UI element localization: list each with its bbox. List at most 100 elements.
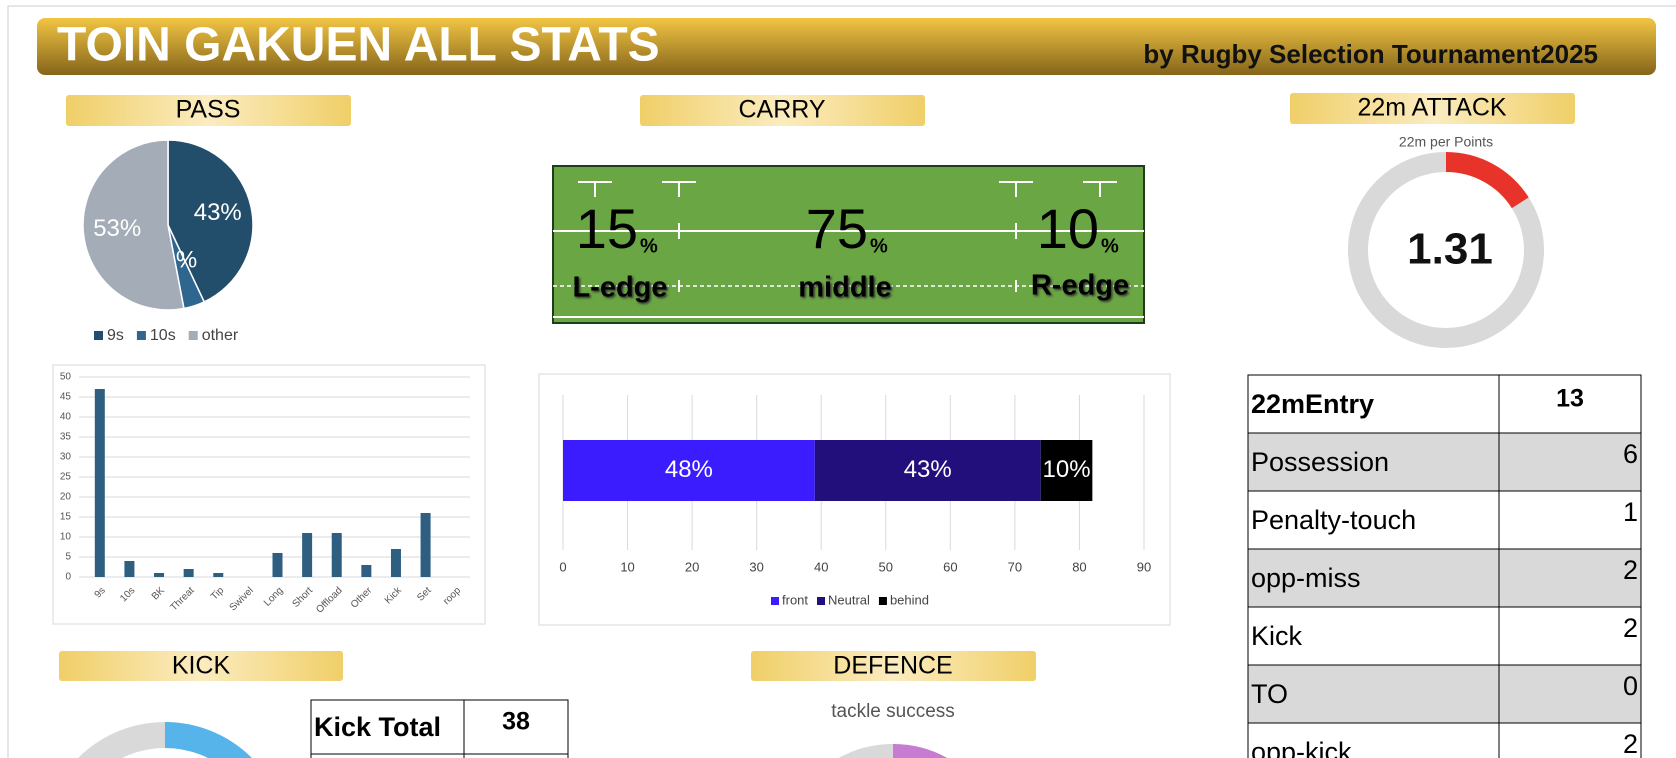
carry-unit: % xyxy=(870,235,888,257)
bar xyxy=(272,553,283,577)
table-cell xyxy=(1498,664,1642,724)
row-value: 2 xyxy=(1623,729,1638,758)
y-tick-label: 35 xyxy=(60,432,72,443)
data-label: 43% xyxy=(194,199,242,226)
bar xyxy=(420,513,431,577)
y-tick-label: 25 xyxy=(60,472,72,483)
kick-donut xyxy=(78,722,166,758)
donut-arc xyxy=(1348,152,1544,348)
section-pass: PASS xyxy=(66,95,351,126)
carry-label: middle xyxy=(798,272,891,304)
row-label: opp-miss xyxy=(1251,563,1361,593)
bar xyxy=(154,573,165,577)
table-cell xyxy=(463,753,569,758)
row-value: 0 xyxy=(1623,671,1638,701)
title: TOIN GAKUEN ALL STATS xyxy=(57,19,660,72)
table-cell xyxy=(310,753,465,758)
x-tick-label: 40 xyxy=(814,559,828,574)
y-tick-label: 10 xyxy=(60,532,72,543)
bar xyxy=(361,565,372,577)
defence-subtitle: tackle success xyxy=(831,701,955,722)
y-tick-label: 45 xyxy=(60,392,72,403)
carry-value: 10 xyxy=(1037,197,1099,260)
y-tick-label: 50 xyxy=(60,372,72,383)
x-tick-label: 60 xyxy=(943,559,957,574)
table-cell xyxy=(1498,548,1642,608)
carry-label: R-edge xyxy=(1031,270,1129,302)
section-label: 22m ATTACK xyxy=(1357,94,1506,122)
field xyxy=(552,165,1145,324)
x-tick-label: 0 xyxy=(559,559,566,574)
pie-slice xyxy=(167,139,254,303)
legend-swatch xyxy=(817,597,826,605)
data-label: 53% xyxy=(93,215,141,242)
legend-swatch xyxy=(771,597,779,605)
row-value: 2 xyxy=(1623,613,1638,643)
bar xyxy=(390,549,401,577)
carry-unit: % xyxy=(640,235,658,257)
section-attack: 22m ATTACK xyxy=(1290,93,1575,124)
section-box xyxy=(640,95,925,126)
table-cell xyxy=(1247,374,1500,434)
bar-segment xyxy=(563,440,815,501)
data-label: 43% xyxy=(904,456,952,483)
legend-label: front xyxy=(782,592,808,607)
y-tick-label: 15 xyxy=(60,512,72,523)
bar xyxy=(331,533,342,577)
y-tick-label: 0 xyxy=(65,572,71,583)
table-cell xyxy=(1498,606,1642,666)
table-cell xyxy=(1247,432,1500,492)
y-tick-label: 20 xyxy=(60,492,72,503)
row-value: 13 xyxy=(1556,385,1584,413)
row-value: 38 xyxy=(502,708,530,736)
section-label: KICK xyxy=(172,652,231,680)
y-tick-label: 30 xyxy=(60,452,72,463)
chart-title: 22m per Points xyxy=(1399,134,1493,150)
section-label: DEFENCE xyxy=(833,652,952,680)
section-box xyxy=(751,651,1036,681)
x-tick-label: 70 xyxy=(1008,559,1022,574)
row-value: 2 xyxy=(1623,555,1638,585)
data-label: 48% xyxy=(665,456,713,483)
section-box xyxy=(1290,93,1575,124)
legend-swatch xyxy=(188,331,198,340)
subtitle: by Rugby Selection Tournament2025 xyxy=(1143,39,1598,69)
x-tick-label: 30 xyxy=(749,559,763,574)
donut-arc xyxy=(1445,152,1529,209)
table-cell xyxy=(1498,432,1642,492)
defence-donut xyxy=(892,743,948,758)
section-box xyxy=(59,651,343,681)
bar xyxy=(124,561,135,577)
table-cell xyxy=(1498,722,1642,758)
row-value: 1 xyxy=(1623,497,1638,527)
y-tick-label: 5 xyxy=(65,552,71,563)
table-cell xyxy=(1498,374,1642,434)
row-label: TO xyxy=(1251,679,1288,709)
row-label: Possession xyxy=(1251,447,1389,477)
table-cell xyxy=(1498,490,1642,550)
table-cell xyxy=(463,699,569,755)
carry-field: 15 % L-edge 75 % middle 10 % R-edge xyxy=(552,165,1145,324)
row-label: Penalty-touch xyxy=(1251,505,1416,535)
table-cell xyxy=(1247,606,1500,666)
carry-label: L-edge xyxy=(572,272,667,304)
x-tick-label: 80 xyxy=(1072,559,1086,574)
table-cell xyxy=(1247,490,1500,550)
section-box xyxy=(66,95,351,126)
carry-value: 75 xyxy=(806,197,868,260)
table-cell xyxy=(1247,548,1500,608)
row-label: Kick Total xyxy=(314,712,441,742)
bar-segment xyxy=(814,440,1041,501)
x-tick-label: 10 xyxy=(620,559,634,574)
legend-label: other xyxy=(202,327,239,344)
x-tick-label: 50 xyxy=(879,559,893,574)
header-bar xyxy=(37,18,1656,75)
section-kick: KICK xyxy=(59,651,343,681)
legend-swatch xyxy=(878,597,887,605)
bar xyxy=(94,389,105,577)
pie-slice xyxy=(82,139,185,311)
section-defence: DEFENCE xyxy=(751,651,1036,681)
section-label: PASS xyxy=(176,96,241,124)
row-label: Kick xyxy=(1251,621,1303,651)
